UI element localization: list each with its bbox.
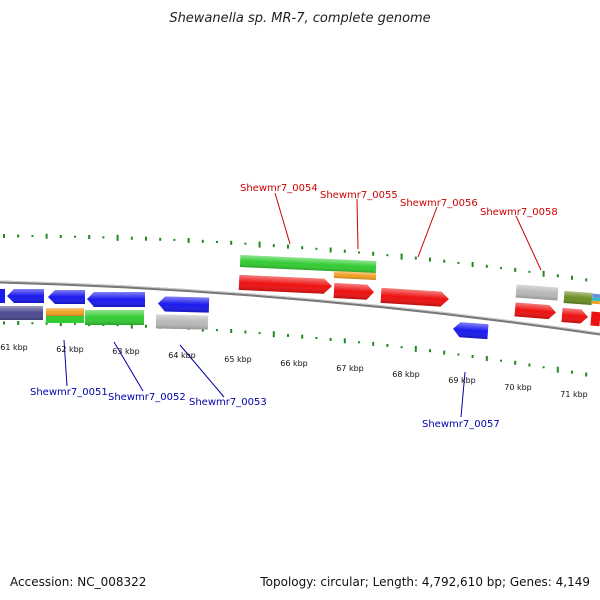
kbp-label: 69 kbp: [448, 376, 476, 385]
gene-label-shewmr7-0057[interactable]: Shewmr7_0057: [422, 419, 500, 430]
gene-blue-reverse-6[interactable]: [452, 322, 489, 340]
gene-red-forward-4[interactable]: [514, 302, 557, 320]
gene-blue-reverse-4[interactable]: [87, 292, 145, 307]
accession-text: Accession: NC_008322: [10, 575, 146, 589]
genome-backbone: [0, 280, 600, 336]
label-connectors-reverse: [63, 339, 466, 418]
label-connectors-forward: [274, 192, 542, 271]
gene-blue-reverse-1[interactable]: [0, 289, 5, 303]
kbp-label: 62 kbp: [56, 345, 84, 354]
kbp-label: 64 kbp: [168, 351, 196, 360]
reverse-genes-inner: [0, 306, 209, 330]
gene-red-forward-6[interactable]: [590, 311, 600, 327]
gene-red-forward-1[interactable]: [238, 274, 333, 294]
kbp-label: 67 kbp: [336, 364, 364, 373]
kbp-label: 65 kbp: [224, 355, 252, 364]
gene-label-shewmr7-0055[interactable]: Shewmr7_0055: [320, 190, 398, 201]
gene-label-shewmr7-0051[interactable]: Shewmr7_0051: [30, 387, 108, 398]
kbp-label: 68 kbp: [392, 370, 420, 379]
gene-green-reverse[interactable]: [46, 310, 144, 325]
kbp-label: 66 kbp: [280, 359, 308, 368]
gene-orange-reverse[interactable]: [46, 308, 84, 316]
forward-genes-inner: [238, 274, 600, 327]
map-title: Shewanella sp. MR-7, complete genome: [169, 11, 430, 26]
gene-olive-forward[interactable]: [563, 291, 593, 305]
gene-label-shewmr7-0056[interactable]: Shewmr7_0056: [400, 198, 478, 209]
gene-multi-forward-edge[interactable]: [591, 293, 600, 305]
gene-labels-forward: Shewmr7_0054 Shewmr7_0055 Shewmr7_0056 S…: [240, 183, 558, 218]
gene-blue-reverse-2[interactable]: [7, 289, 44, 303]
kbp-label: 61 kbp: [0, 343, 28, 352]
gene-label-shewmr7-0053[interactable]: Shewmr7_0053: [189, 397, 267, 408]
gene-navy-reverse[interactable]: [0, 306, 43, 320]
gene-label-shewmr7-0054[interactable]: Shewmr7_0054: [240, 183, 318, 194]
gene-labels-reverse: Shewmr7_0051 Shewmr7_0052 Shewmr7_0053 S…: [30, 387, 500, 430]
forward-genes-outer: [239, 255, 600, 305]
genome-backbone-highlight: [0, 280, 600, 334]
gene-grey-reverse[interactable]: [155, 314, 209, 330]
gene-red-forward-3[interactable]: [380, 287, 450, 307]
gene-red-forward-2[interactable]: [333, 283, 375, 300]
gene-label-shewmr7-0058[interactable]: Shewmr7_0058: [480, 207, 558, 218]
gene-grey-forward[interactable]: [515, 284, 559, 301]
gc-ticks-inner: [3, 321, 588, 377]
reverse-genes-outer: [0, 289, 489, 340]
gene-blue-reverse-5[interactable]: [158, 296, 210, 313]
gene-green-forward[interactable]: [239, 255, 377, 274]
gene-blue-reverse-3[interactable]: [48, 290, 85, 304]
gene-orange-forward[interactable]: [333, 271, 377, 280]
kbp-label: 71 kbp: [560, 390, 588, 399]
kbp-label: 70 kbp: [504, 383, 532, 392]
gene-label-shewmr7-0052[interactable]: Shewmr7_0052: [108, 392, 186, 403]
genome-summary-text: Topology: circular; Length: 4,792,610 bp…: [259, 575, 590, 589]
gene-red-forward-5[interactable]: [561, 308, 588, 324]
kbp-label: 63 kbp: [112, 347, 140, 356]
kbp-scale: 61 kbp 62 kbp 63 kbp 64 kbp 65 kbp 66 kb…: [0, 343, 588, 399]
gc-ticks-outer: [3, 233, 588, 282]
